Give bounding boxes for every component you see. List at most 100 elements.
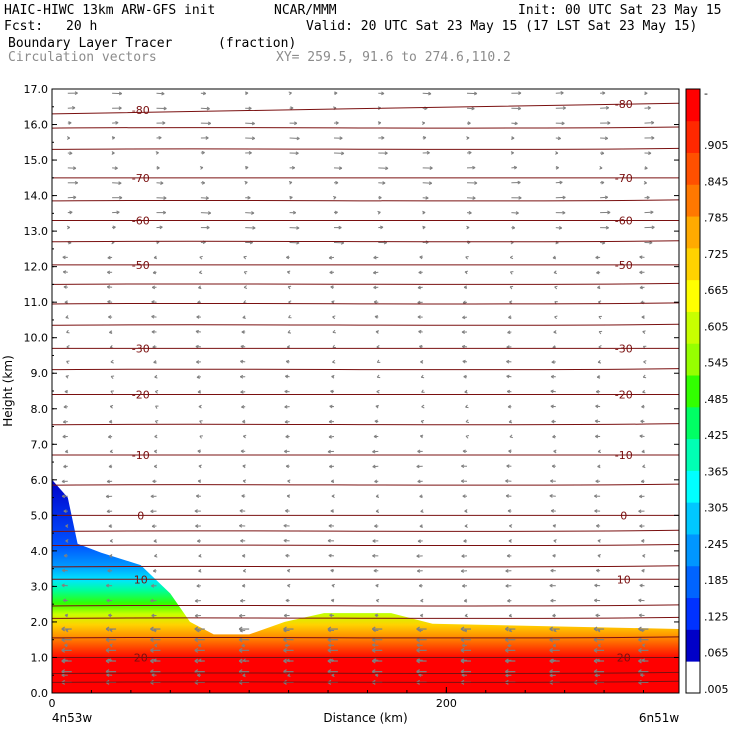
circulation-vector-head — [466, 225, 470, 230]
circulation-vector-head — [327, 647, 332, 653]
circulation-vector-head — [287, 479, 291, 484]
y-tick-label: 6.0 — [31, 474, 49, 487]
colorbar-label: .725 — [704, 248, 729, 261]
circulation-vector-head — [371, 647, 376, 653]
circulation-vector-head — [641, 568, 645, 573]
colorbar-label: .305 — [704, 502, 729, 515]
circulation-vector-head — [251, 136, 256, 141]
circulation-vector-head — [286, 270, 291, 275]
circulation-vector-head — [159, 225, 163, 230]
circulation-vector-head — [372, 464, 376, 469]
colorbar-swatch — [686, 120, 700, 153]
circulation-vector-head — [513, 165, 518, 170]
circulation-vector-head — [335, 180, 339, 185]
circulation-vector-head — [238, 637, 243, 643]
fcst-label: Fcst: — [4, 19, 44, 34]
circulation-vector-head — [196, 375, 200, 379]
circulation-vector-head — [290, 106, 294, 110]
circulation-vector-head — [242, 479, 247, 484]
circulation-vector — [644, 122, 654, 124]
circulation-vector-head — [156, 165, 160, 170]
circulation-vector-head — [416, 647, 420, 653]
circulation-vector-head — [118, 181, 122, 185]
y-tick-label: 1.0 — [31, 651, 49, 664]
circulation-vector-head — [62, 568, 66, 573]
circulation-vector-head — [642, 464, 646, 469]
circulation-vector-head — [295, 151, 299, 156]
circulation-vector-head — [549, 583, 553, 588]
y-tick-label: 4.0 — [31, 545, 49, 558]
circulation-vector-head — [64, 613, 69, 618]
colorbar-swatch — [686, 406, 700, 440]
circulation-vector-head — [371, 658, 376, 664]
circulation-vector-head — [420, 613, 424, 618]
circulation-vector-head — [382, 181, 386, 185]
y-axis-label: Height (km) — [1, 355, 15, 426]
colorbar-label: .125 — [704, 610, 729, 623]
circulation-vector-head — [240, 390, 244, 394]
circulation-vector-head — [417, 285, 421, 290]
circulation-vector-head — [108, 315, 112, 319]
circulation-vector-head — [198, 568, 202, 573]
circulation-vector-head — [109, 404, 114, 409]
circulation-vector-head — [638, 647, 642, 653]
circulation-vector-head — [465, 256, 469, 260]
circulation-vector-head — [375, 330, 379, 334]
circulation-vector-head — [559, 180, 563, 185]
circulation-vector-head — [288, 91, 292, 96]
circulation-vector-head — [464, 270, 469, 275]
circulation-vector-head — [461, 330, 465, 334]
circulation-vector-head — [207, 121, 212, 126]
circulation-vector-head — [110, 375, 115, 380]
circulation-vector-head — [155, 405, 159, 409]
circulation-vector-head — [374, 419, 378, 424]
contour-line — [52, 423, 679, 426]
contour-label: -10 — [132, 449, 150, 462]
circulation-vector-head — [374, 315, 379, 319]
circulation-vector-head — [105, 494, 110, 499]
circulation-vector-head — [642, 389, 646, 394]
tracer-area — [52, 479, 679, 693]
circulation-vector-head — [374, 479, 378, 484]
circulation-vector-head — [467, 121, 471, 126]
circulation-vector-head — [62, 270, 67, 274]
circulation-vector-head — [604, 136, 609, 141]
circulation-vector-head — [605, 225, 609, 230]
circulation-vector-head — [601, 180, 605, 185]
temperature-contours: -80 -80 -70 -70 -60 -60 -50 -50 -30 -30 -20 -20 -10 -… — [52, 98, 679, 683]
colorbar-label: .605 — [704, 320, 729, 333]
circulation-vector-head — [460, 658, 465, 664]
circulation-vector-head — [640, 419, 644, 424]
circulation-vector-head — [507, 404, 512, 409]
circulation-vector-head — [107, 300, 111, 304]
org-label: NCAR/MMM — [274, 3, 337, 18]
circulation-vector-head — [284, 420, 288, 424]
circulation-vector-head — [604, 195, 609, 200]
colorbar-label: .545 — [704, 357, 729, 370]
contour-label: -60 — [132, 214, 150, 227]
circulation-vector-head — [245, 91, 249, 96]
field-units: (fraction) — [218, 36, 297, 51]
circulation-vector-head — [509, 524, 513, 528]
circulation-vector-head — [376, 374, 381, 379]
y-tick-label: 9.0 — [31, 367, 49, 380]
circulation-vector-head — [472, 165, 476, 170]
circulation-vector-head — [550, 598, 554, 603]
circulation-vector-head — [199, 420, 203, 424]
circulation-vector-head — [329, 464, 333, 469]
circulation-vector-head — [242, 583, 246, 588]
circulation-vector-head — [328, 524, 332, 528]
circulation-vector-head — [420, 509, 424, 513]
colorbar-label: .905 — [704, 139, 729, 152]
circulation-vector-head — [420, 374, 425, 379]
circulation-vector-head — [66, 225, 71, 230]
circulation-vector-head — [372, 553, 376, 558]
circulation-vector-head — [296, 136, 300, 141]
circulation-vector — [511, 212, 519, 214]
circulation-vector-head — [651, 225, 655, 230]
circulation-vector-head — [284, 643, 288, 648]
circulation-vector-head — [595, 255, 599, 260]
circulation-vector-head — [115, 120, 119, 125]
circulation-vector-head — [105, 583, 110, 588]
circulation-vector-head — [514, 121, 518, 126]
